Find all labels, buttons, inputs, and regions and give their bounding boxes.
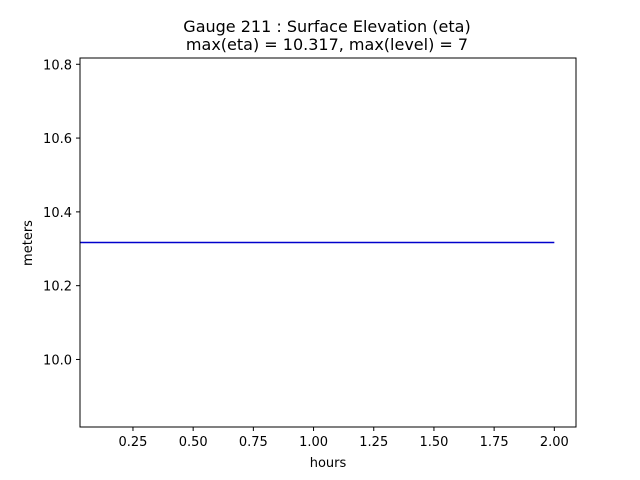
y-tick-label: 10.4: [43, 206, 72, 221]
x-tick-label: 1.25: [359, 435, 388, 450]
y-tick-label: 10.2: [43, 280, 72, 295]
x-tick-label: 1.00: [299, 435, 328, 450]
x-axis-label: hours: [310, 456, 347, 471]
x-tick-label: 2.00: [540, 435, 569, 450]
x-tick-label: 0.75: [239, 435, 268, 450]
y-tick-label: 10.8: [43, 58, 72, 73]
x-tick-label: 1.50: [419, 435, 448, 450]
x-tick-label: 1.75: [480, 435, 509, 450]
axis-ticks: 0.25 0.50 0.75 1.00 1.25 1.50 1.75 2.00 10.0 10.2…: [43, 58, 569, 450]
y-tick-label: 10.6: [43, 132, 72, 147]
plot-frame: [79, 57, 577, 428]
y-axis-label: meters: [21, 220, 36, 266]
chart-title-line-2: max(eta) = 10.317, max(level) = 7: [186, 35, 468, 54]
x-tick-label: 0.50: [179, 435, 208, 450]
y-tick-label: 10.0: [43, 353, 72, 368]
x-tick-label: 0.25: [118, 435, 147, 450]
chart-title-line-1: Gauge 211 : Surface Elevation (eta): [183, 17, 470, 36]
